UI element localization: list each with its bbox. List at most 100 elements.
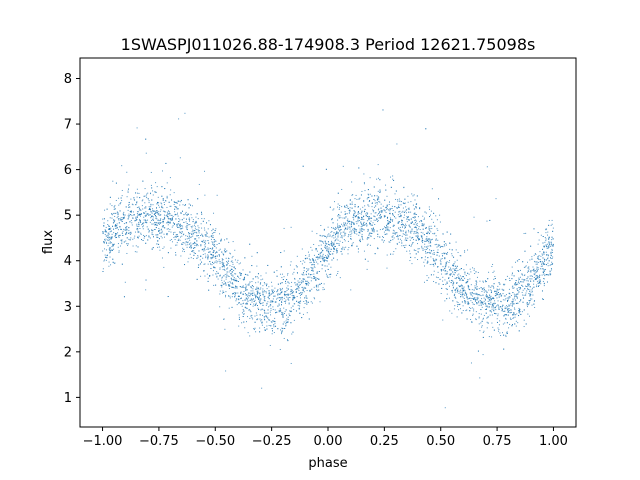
data-point [539,268,541,270]
data-point [166,222,168,224]
data-point [218,254,220,256]
data-point [506,297,508,299]
data-point [474,273,476,275]
data-point [118,236,120,238]
data-point [213,256,215,258]
data-point [162,225,164,227]
data-point [345,227,347,229]
data-point [182,243,184,245]
data-point [109,196,111,198]
data-point [371,206,373,208]
data-point [228,275,230,277]
data-point [528,303,530,305]
data-point [230,282,232,284]
data-point [103,222,105,224]
data-point [169,222,171,224]
data-point [357,213,359,215]
data-point [306,297,308,299]
data-point [359,228,361,230]
data-point [340,229,342,231]
data-point [284,291,286,293]
data-point [166,206,168,208]
data-point [216,271,218,273]
data-point [331,240,333,242]
data-point [210,257,212,259]
data-point [224,328,226,330]
data-point [159,220,161,222]
data-point [322,241,324,243]
data-point [369,244,371,246]
data-point [228,285,230,287]
data-point [377,164,379,166]
data-point [462,279,464,281]
data-point [226,264,228,266]
data-point [504,322,506,324]
data-point [117,216,119,217]
data-point [167,224,169,226]
data-point [249,292,251,294]
data-point [162,220,164,222]
data-point [362,206,364,208]
data-point [121,195,123,197]
data-point [498,307,500,309]
data-point [112,214,114,216]
data-point [462,288,464,290]
data-point [211,254,213,256]
data-point [389,221,391,223]
data-point [324,244,326,246]
data-point [126,243,128,245]
data-point [519,301,521,303]
data-point [177,235,179,237]
data-point [193,250,195,252]
data-point [261,322,263,324]
data-point [175,234,177,236]
data-point [215,273,217,275]
data-point [361,217,363,219]
data-point [346,228,348,230]
data-point [102,268,104,270]
data-point [289,297,291,298]
data-point [136,251,138,253]
data-point [391,236,393,238]
data-point [281,287,283,289]
data-point [196,243,198,245]
data-point [537,232,539,234]
data-point [349,223,351,225]
data-point [307,280,309,282]
data-point [221,258,223,260]
data-point [222,253,224,255]
data-point [537,275,539,277]
data-point [190,245,192,247]
data-point [167,213,169,215]
data-point [380,214,382,216]
data-point [233,277,235,279]
data-point [112,243,114,245]
data-point [377,190,379,192]
data-point [302,279,304,281]
data-point [158,238,160,240]
data-point [319,240,321,242]
data-point [196,240,198,242]
data-point [514,284,516,286]
data-point [438,255,440,257]
data-point [210,258,212,260]
data-point [427,239,429,241]
data-point [527,283,529,285]
data-point [201,249,203,251]
data-point [133,237,135,239]
data-point [163,204,165,206]
data-point [219,274,221,276]
data-point [381,239,383,241]
data-point [508,292,510,294]
data-point [511,311,513,313]
data-point [450,233,452,235]
data-point [544,260,545,262]
data-point [446,273,447,275]
data-point [515,325,517,327]
data-point [417,236,419,238]
data-point [157,246,159,248]
data-point [303,300,305,302]
data-point [294,297,296,299]
data-point [331,219,333,221]
data-point [399,210,401,212]
